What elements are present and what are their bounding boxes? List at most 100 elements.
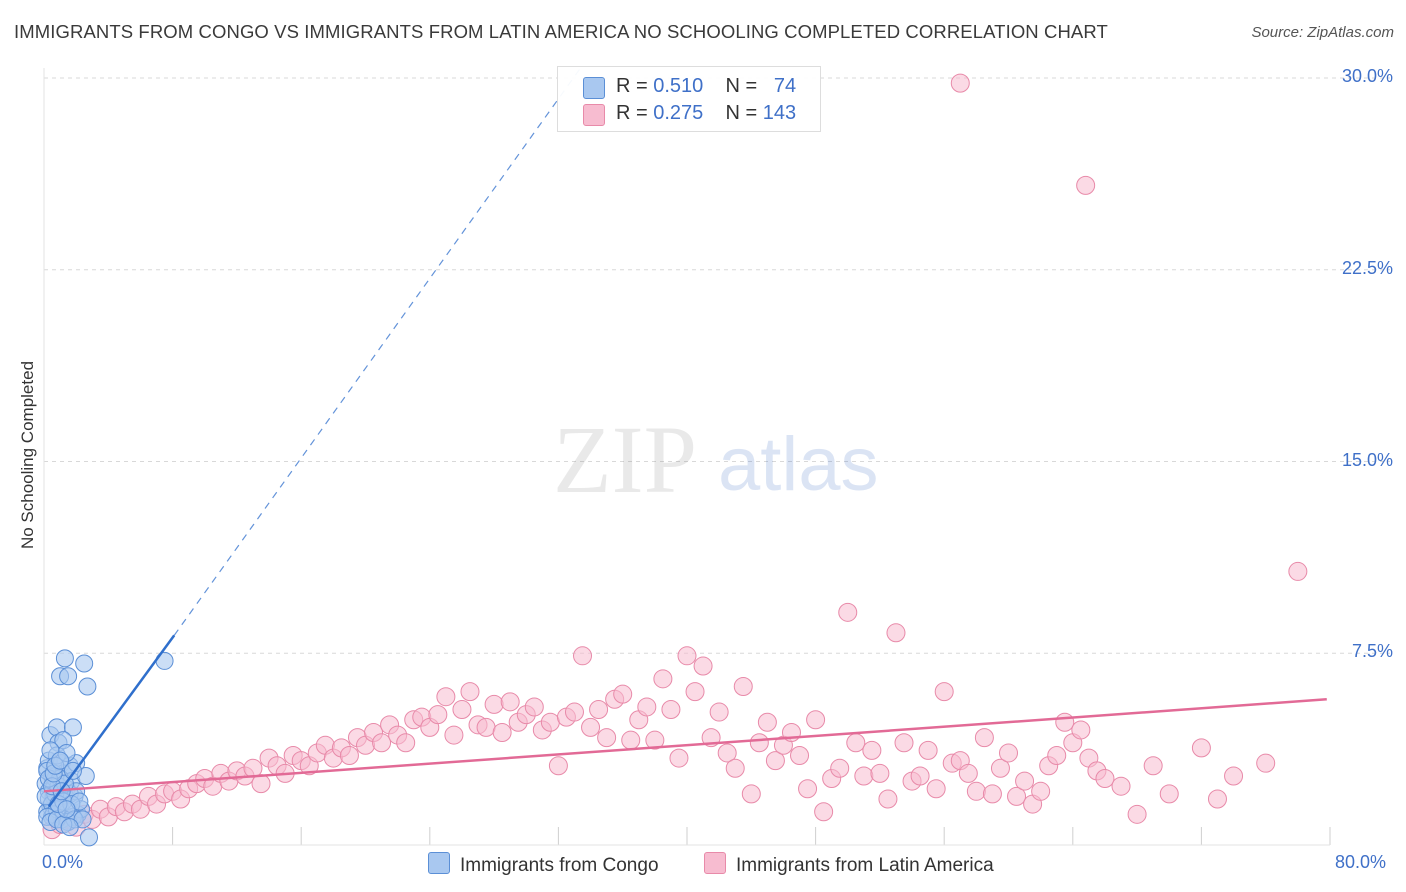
latam-point (990, 758, 1010, 778)
latam-point (1143, 756, 1163, 776)
latam-point (476, 717, 496, 737)
latam-point (709, 702, 729, 722)
latam-point (886, 623, 906, 643)
y-tick-label: 7.5% (1351, 641, 1393, 662)
x-tick-min: 0.0% (42, 852, 84, 872)
legend-n-label: N = (725, 102, 758, 124)
legend-swatch-latam (704, 852, 726, 874)
legend-swatch-congo (583, 77, 605, 99)
latam-point (838, 602, 858, 622)
watermark-zip: ZIP (553, 406, 697, 513)
legend-n-value: 143 (762, 102, 797, 124)
latam-point (548, 756, 568, 776)
latam-point (862, 740, 882, 760)
latam-point (757, 712, 777, 732)
latam-point (798, 779, 818, 799)
y-tick-label: 22.5% (1341, 257, 1393, 278)
latam-point (1224, 766, 1244, 786)
latam-point (790, 746, 810, 766)
latam-point (1288, 561, 1308, 581)
latam-point (1127, 804, 1147, 824)
latam-point (1207, 789, 1227, 809)
latam-point (950, 73, 970, 93)
legend-n-label: N = (725, 75, 758, 97)
latam-point (444, 725, 464, 745)
latam-point (581, 717, 601, 737)
congo-point (78, 677, 97, 696)
bottom-legend-congo: Immigrants from Congo (428, 852, 659, 877)
latam-point (661, 699, 681, 719)
latam-point (741, 784, 761, 804)
latam-point (428, 705, 448, 725)
watermark-atlas: atlas (718, 422, 879, 507)
latam-point (436, 687, 456, 707)
latam-point (1071, 720, 1091, 740)
correlation-legend: R = 0.510 N = 74 R = 0.275 N = 143 (557, 66, 821, 132)
legend-r-value: 0.275 (653, 102, 704, 124)
latam-points (42, 73, 1308, 840)
congo-point (57, 800, 76, 819)
x-tick-max: 80.0% (1335, 852, 1387, 872)
latam-point (372, 733, 392, 753)
latam-point (452, 699, 472, 719)
chart-title: IMMIGRANTS FROM CONGO VS IMMIGRANTS FROM… (14, 21, 1108, 42)
latam-point (460, 682, 480, 702)
latam-point (717, 743, 737, 763)
latam-point (974, 728, 994, 748)
latam-point (999, 743, 1018, 763)
legend-label-latam: Immigrants from Latin America (736, 855, 994, 876)
latam-point (926, 779, 946, 799)
y-axis-label: No Schooling Completed (18, 360, 37, 550)
latam-point (982, 784, 1002, 804)
latam-point (589, 699, 609, 719)
latam-point (846, 733, 866, 753)
latam-point (1007, 786, 1027, 806)
legend-label-congo: Immigrants from Congo (460, 855, 659, 876)
congo-point (55, 649, 74, 668)
congo-trend-extension (173, 64, 584, 636)
congo-point (75, 654, 94, 673)
latam-point (1095, 769, 1115, 789)
latam-point (725, 758, 745, 778)
latam-point (1191, 738, 1211, 758)
latam-point (1076, 175, 1096, 195)
latam-point (693, 656, 713, 676)
legend-r-label: R = (616, 102, 648, 124)
latam-point (573, 646, 593, 666)
latam-point (918, 740, 938, 760)
latam-point (653, 669, 673, 689)
latam-point (1031, 781, 1051, 801)
latam-point (934, 682, 954, 702)
latam-point (733, 676, 753, 696)
latam-trend-line (43, 698, 1327, 793)
latam-point (1256, 753, 1276, 773)
y-tick-label: 15.0% (1341, 449, 1393, 470)
latam-point (484, 694, 504, 714)
latam-point (1015, 771, 1035, 791)
latam-point (637, 697, 657, 717)
legend-swatch-latam (583, 104, 605, 126)
latam-point (396, 733, 416, 753)
bottom-legend-latam: Immigrants from Latin America (704, 852, 994, 877)
latam-point (830, 758, 850, 778)
latam-point (1047, 746, 1067, 766)
latam-point (854, 766, 874, 786)
latam-point (597, 728, 617, 748)
legend-r-label: R = (616, 75, 648, 97)
latam-point (524, 697, 544, 717)
latam-point (500, 692, 520, 712)
latam-point (564, 702, 584, 722)
legend-r-value: 0.510 (653, 75, 704, 97)
congo-point (63, 718, 82, 737)
latam-point (540, 712, 560, 732)
legend-swatch-congo (428, 852, 450, 874)
legend-n-value: 74 (773, 75, 797, 97)
trend-lines (43, 64, 1327, 808)
latam-point (621, 730, 641, 750)
latam-point (910, 766, 930, 786)
latam-point (677, 646, 697, 666)
watermark: ZIP atlas (553, 406, 879, 513)
source-label: Source: ZipAtlas.com (1251, 24, 1394, 41)
latam-point (613, 684, 633, 704)
